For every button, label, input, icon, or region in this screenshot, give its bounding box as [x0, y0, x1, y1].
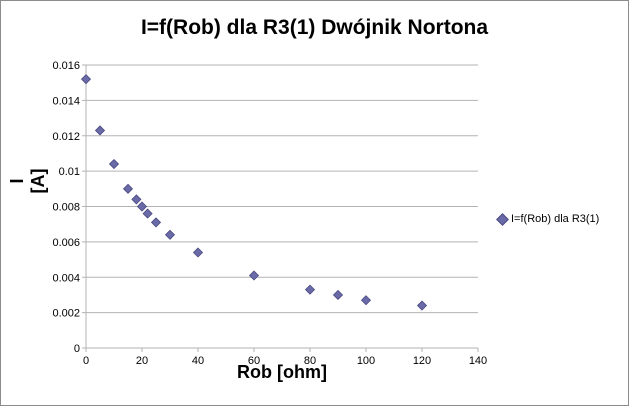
y-tick-label: 0.002	[52, 308, 80, 320]
x-tick-label: 120	[413, 355, 431, 367]
x-tick-label: 20	[136, 355, 148, 367]
y-tick-label: 0	[74, 343, 80, 355]
data-point	[142, 208, 153, 219]
data-point	[131, 194, 142, 205]
data-point	[108, 158, 120, 170]
x-tick-label: 40	[192, 355, 204, 367]
y-tick-label: 0.004	[52, 272, 80, 284]
data-point	[150, 217, 162, 228]
data-point	[360, 295, 372, 306]
y-tick-label: 0.016	[52, 60, 80, 72]
data-point	[332, 289, 344, 301]
data-point	[122, 183, 134, 194]
y-tick-label: 0.012	[52, 131, 80, 143]
legend-label: I=f(Rob) dla R3(1)	[511, 213, 600, 225]
data-point	[192, 247, 204, 258]
legend: I=f(Rob) dla R3(1)	[496, 212, 600, 226]
y-tick-label: 0.01	[59, 166, 80, 178]
data-point	[136, 201, 148, 212]
x-tick-label: 100	[357, 355, 375, 367]
y-tick-label: 0.006	[52, 237, 80, 249]
chart-title: I=f(Rob) dla R3(1) Dwójnik Nortona	[140, 16, 489, 39]
x-tick-label: 140	[469, 355, 487, 367]
x-tick-label: 80	[304, 355, 316, 367]
data-point	[80, 74, 92, 85]
y-tick-label: 0.014	[52, 95, 80, 107]
data-point	[164, 229, 176, 240]
data-point	[94, 125, 106, 136]
data-point	[304, 284, 316, 295]
legend-marker-icon	[496, 212, 509, 226]
x-tick-label: 60	[248, 355, 260, 367]
data-point	[248, 270, 260, 281]
data-point	[416, 300, 428, 311]
x-tick-label: 0	[83, 355, 89, 367]
y-tick-label: 0.008	[52, 202, 80, 214]
x-axis-label: Rob [ohm]	[237, 362, 327, 382]
